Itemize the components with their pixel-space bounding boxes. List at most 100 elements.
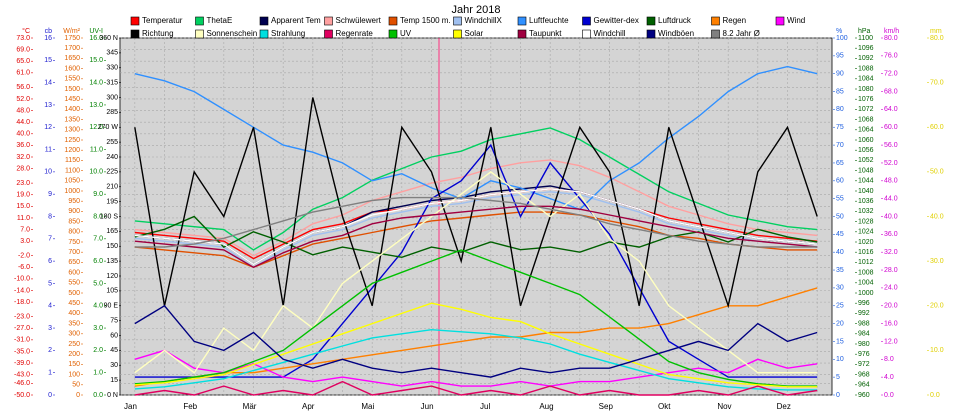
y-tick-label: 50 [836, 213, 844, 220]
y-tick-label: 285 [106, 109, 118, 116]
y-tick-label: 1072 [858, 106, 874, 113]
y-tick-label: 0.0 [930, 392, 940, 399]
y-tick-label: 976 [858, 351, 870, 358]
y-tick-label: 4.0 [884, 374, 894, 381]
y-tick-label: 14.0 [89, 79, 103, 86]
y-tick-label: 1 [48, 370, 52, 377]
y-tick-label: 210 [106, 184, 118, 191]
y-tick-label: 1100 [65, 167, 80, 174]
y-tick-label: 5 [48, 280, 52, 287]
legend-label: Luftdruck [658, 16, 692, 25]
y-tick-label: 1052 [858, 157, 874, 164]
y-tick-label: 56.0 [16, 84, 30, 91]
y-tick-label: 600 [68, 269, 80, 276]
legend-swatch [711, 16, 720, 26]
axis-unit: km/h [884, 28, 899, 35]
y-tick-label: 1400 [64, 106, 80, 113]
y-tick-label: 10 [44, 169, 52, 176]
y-tick-label: 32.0 [16, 154, 30, 161]
legend-label: Apparent Tem [271, 16, 321, 25]
y-tick-label: 30 [110, 362, 118, 369]
y-tick-label: 1064 [858, 127, 874, 134]
y-tick-label: 1088 [858, 65, 874, 72]
legend-label: Taupunkt [529, 29, 562, 38]
legend-label: Gewitter-dex [594, 16, 639, 25]
series-line [134, 205, 818, 269]
y-tick-label: 90 E [104, 303, 119, 310]
legend-swatch [195, 29, 204, 39]
axis-unit: °C [22, 27, 30, 35]
legend-swatch [582, 16, 591, 26]
legend-swatch [324, 16, 333, 26]
y-tick-label: 1750 [64, 35, 80, 42]
legend-swatch [453, 29, 462, 39]
y-tick-label: 6 [48, 258, 52, 265]
legend-label: Temperatur [142, 16, 183, 25]
y-tick-label: 9 [48, 191, 52, 198]
y-tick-label: 988 [858, 320, 870, 327]
series-line [134, 302, 818, 388]
y-tick-label: 1008 [858, 269, 874, 276]
y-tick-label: 8.0 [93, 213, 103, 220]
y-tick-label: 1000 [858, 290, 874, 297]
y-tick-label: 1060 [858, 137, 874, 144]
y-tick-label: 60 [110, 332, 118, 339]
y-tick-label: -10.0 [14, 276, 30, 283]
y-tick-label: 56.0 [884, 142, 898, 149]
y-tick-label: 180 S [100, 213, 119, 220]
legend-label: 8.2 Jahr Ø [723, 29, 760, 38]
y-tick-label: 15 [44, 57, 52, 64]
y-tick-label: 65.0 [16, 58, 30, 65]
y-tick-label: 225 [106, 169, 118, 176]
legend-swatch [646, 16, 656, 26]
y-tick-label: 1012 [858, 259, 874, 266]
y-tick-label: -2.0 [18, 253, 30, 260]
legend-swatch [324, 29, 333, 39]
y-tick-label: -35.0 [14, 348, 30, 355]
y-tick-label: 55 [836, 195, 844, 202]
legend-swatch [775, 16, 785, 26]
y-tick-label: 45 [110, 347, 118, 354]
y-tick-label: 70.0 [930, 79, 944, 86]
y-tick-label: 240 [106, 154, 118, 161]
y-tick-label: 10.0 [89, 169, 103, 176]
y-tick-label: 72.0 [884, 71, 898, 78]
y-tick-label: 700 [68, 249, 80, 256]
y-tick-label: -23.0 [14, 313, 30, 320]
y-tick-label: -39.0 [14, 360, 30, 367]
y-tick-label: 16 [44, 35, 52, 42]
y-tick-label: 450 [68, 300, 80, 307]
y-tick-label: 330 [106, 65, 118, 72]
legend-swatch [517, 16, 527, 26]
y-tick-label: 20.0 [930, 303, 944, 310]
y-tick-label: 550 [68, 280, 80, 287]
y-tick-label: 44.0 [16, 119, 30, 126]
y-tick-label: 4 [48, 303, 52, 310]
y-tick-label: 800 [68, 229, 80, 236]
y-tick-label: 1032 [858, 208, 874, 215]
legend-label: Richtung [142, 29, 174, 38]
y-tick-label: 40.0 [16, 131, 30, 138]
series-line [134, 188, 818, 266]
series-line [134, 143, 818, 378]
legend-label: Regen [723, 16, 747, 25]
y-tick-label: 1020 [858, 239, 874, 246]
legend-swatch [582, 29, 591, 39]
y-tick-label: 1650 [64, 55, 80, 62]
y-tick-label: 0 [836, 392, 840, 399]
y-tick-label: 100 [68, 371, 80, 378]
legend-label: Luftfeuchte [529, 16, 569, 25]
y-tick-label: 650 [68, 259, 80, 266]
legend-swatch [711, 29, 720, 39]
y-tick-label: 12 [44, 124, 52, 131]
y-tick-label: 6.0 [93, 258, 103, 265]
legend-label: Windchill [594, 29, 626, 38]
y-tick-label: -43.0 [14, 372, 30, 379]
y-tick-label: -31.0 [14, 337, 30, 344]
y-tick-label: 19.0 [16, 192, 30, 199]
legend-label: Solar [465, 29, 484, 38]
series-line [134, 65, 818, 211]
y-tick-label: 960 [858, 392, 870, 399]
y-tick-label: 0 [76, 392, 80, 399]
axis-unit: mm [930, 28, 942, 35]
